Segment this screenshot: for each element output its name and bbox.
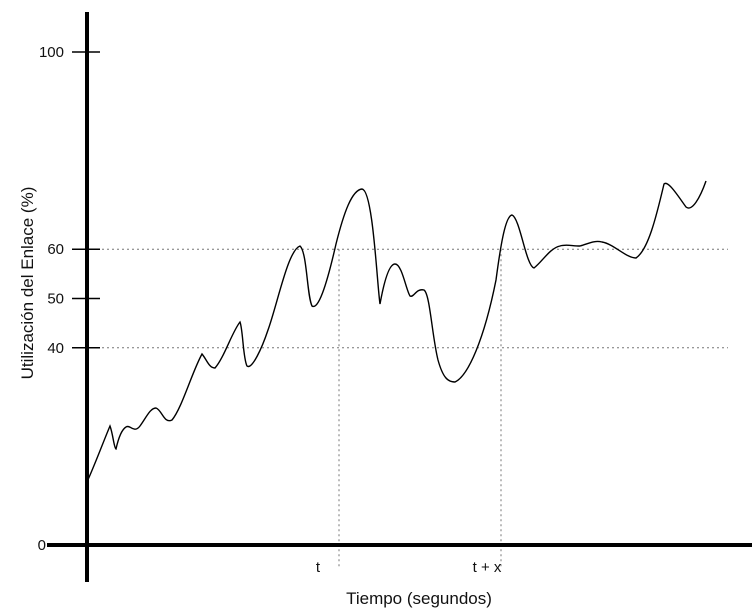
x-marker-label-t-plus-x: t + x [473, 559, 502, 576]
y-tick-label-40: 40 [47, 340, 64, 357]
y-tick-label-0: 0 [38, 537, 46, 554]
y-tick-label-100: 100 [39, 44, 64, 61]
y-axis-title: Utilización del Enlace (%) [18, 187, 37, 380]
x-axis-title: Tiempo (segundos) [346, 589, 492, 608]
y-tick-label-60: 60 [47, 241, 64, 258]
x-marker-label-t: t [316, 559, 321, 576]
y-tick-label-50: 50 [47, 291, 64, 308]
utilization-curve [86, 180, 707, 483]
